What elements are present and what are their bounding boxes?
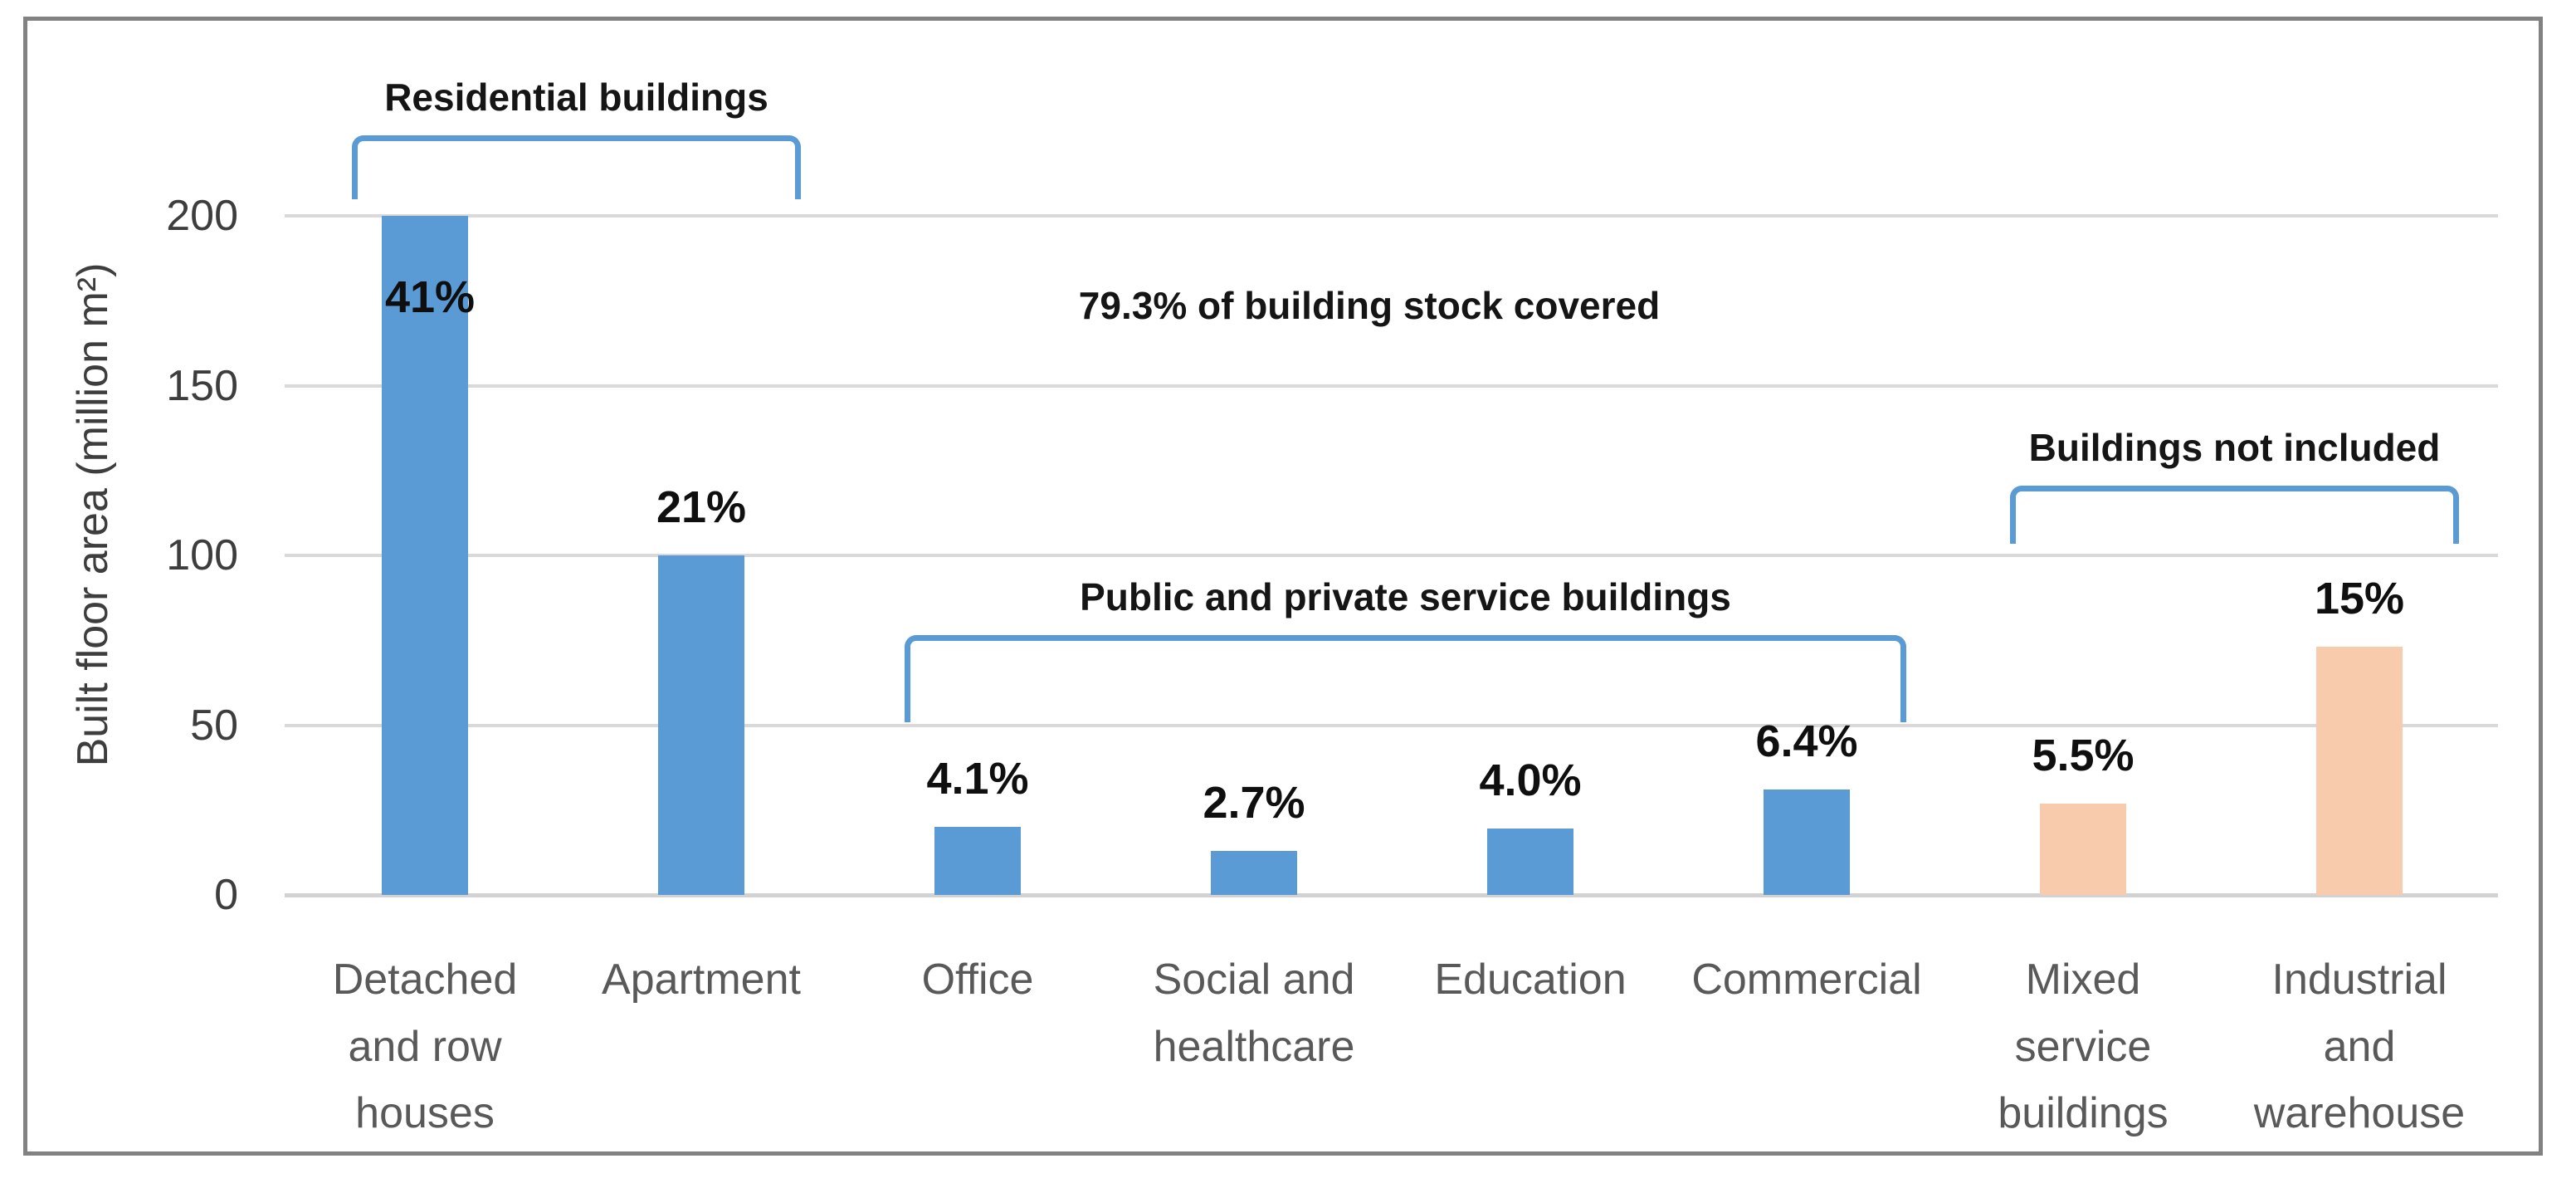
gridline-y150 <box>285 384 2498 388</box>
gridline-y0 <box>285 893 2498 897</box>
x-label-detached-and: Detached and row houses <box>332 956 518 1138</box>
x-label-commercial: Commercial <box>1691 956 1922 1004</box>
x-label-office: Office <box>921 956 1034 1004</box>
y-tick-label-200: 200 <box>166 192 238 240</box>
y-tick-label-100: 100 <box>166 531 238 579</box>
bracket-title-public-and: Public and private service buildings <box>1080 575 1731 618</box>
bar-value-label-mixed-service: 5.5% <box>2032 730 2134 780</box>
y-axis-title: Built floor area (million m²) <box>69 262 117 767</box>
coverage-note: 79.3% of building stock covered <box>1078 284 1661 327</box>
y-tick-label-50: 50 <box>190 701 238 750</box>
x-label-social-and: Social and healthcare <box>1153 956 1355 1071</box>
gridline-y50 <box>285 723 2498 727</box>
bar-detached-and <box>382 216 468 895</box>
gridline-y200 <box>285 214 2498 218</box>
bar-value-label-commercial: 6.4% <box>1755 716 1858 767</box>
bracket-buildings-not <box>2010 486 2459 544</box>
bracket-public-and <box>905 635 1906 722</box>
y-tick-label-0: 0 <box>214 871 238 919</box>
bar-apartment <box>658 555 744 895</box>
bar-office <box>934 827 1021 895</box>
y-tick-label-150: 150 <box>166 361 238 410</box>
bar-value-label-apartment: 21% <box>656 482 747 532</box>
bar-value-label-detached-and: 41% <box>384 272 476 322</box>
bar-value-label-office: 4.1% <box>926 754 1029 804</box>
bracket-title-residential-buildings: Residential buildings <box>384 76 768 119</box>
bar-industrial-and <box>2316 647 2403 895</box>
x-label-industrial-and: Industrial and warehouse <box>2253 956 2466 1138</box>
bar-value-label-education: 4.0% <box>1479 755 1582 806</box>
x-label-education: Education <box>1434 956 1627 1004</box>
gridline-y100 <box>285 554 2498 557</box>
bar-commercial <box>1764 789 1850 895</box>
bracket-title-buildings-not: Buildings not included <box>2028 426 2441 469</box>
x-label-mixed-service: Mixed service buildings <box>1998 956 2169 1138</box>
bar-social-and <box>1211 850 1297 895</box>
bracket-residential-buildings <box>352 135 801 199</box>
bar-value-label-social-and: 2.7% <box>1203 777 1305 828</box>
x-label-apartment: Apartment <box>602 956 801 1004</box>
bar-education <box>1487 829 1573 895</box>
bar-mixed-service <box>2040 803 2126 895</box>
bar-value-label-industrial-and: 15% <box>2314 574 2405 624</box>
